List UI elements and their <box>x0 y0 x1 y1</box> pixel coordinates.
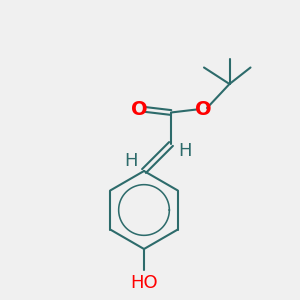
Text: HO: HO <box>130 274 158 292</box>
Text: O: O <box>195 100 212 119</box>
Text: O: O <box>130 100 147 119</box>
Text: H: H <box>178 142 191 160</box>
Text: H: H <box>124 152 137 169</box>
